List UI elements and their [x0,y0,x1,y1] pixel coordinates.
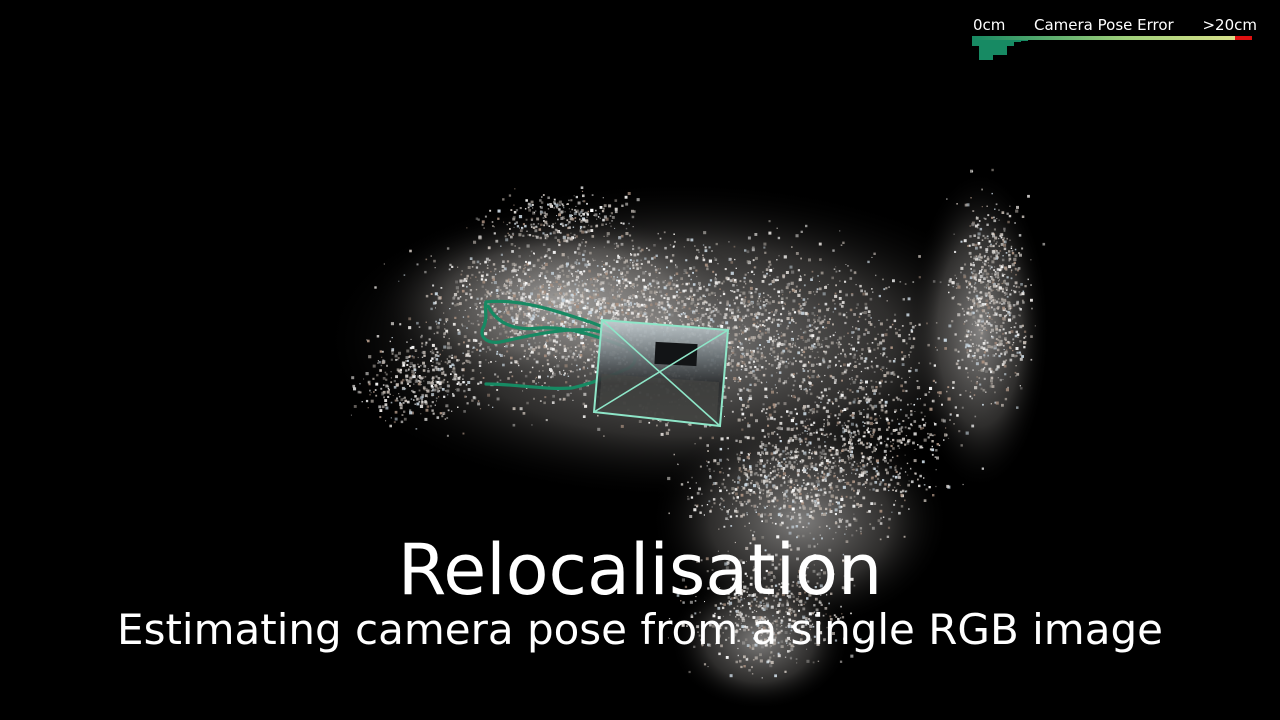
legend-max-label: >20cm [1202,16,1257,34]
legend-title: Camera Pose Error [1034,16,1174,34]
histogram-bar [1021,40,1028,41]
histogram-bar [972,40,979,46]
histogram-bar [993,40,1000,55]
point-cloud-icon [320,168,1050,710]
camera-frustum-icon [592,318,730,428]
legend-color-scale [972,36,1252,40]
histogram-bar [986,40,993,60]
page-subtitle: Estimating camera pose from a single RGB… [117,605,1163,654]
page-title: Relocalisation [397,529,883,611]
histogram-bar [1007,40,1014,46]
histogram-bar [1014,40,1021,42]
camera-pose-error-legend: 0cm Camera Pose Error >20cm [972,14,1258,64]
histogram-bar [979,40,986,60]
histogram-bar [1000,40,1007,55]
legend-min-label: 0cm [973,16,1006,34]
legend-error-histogram [972,40,1028,60]
